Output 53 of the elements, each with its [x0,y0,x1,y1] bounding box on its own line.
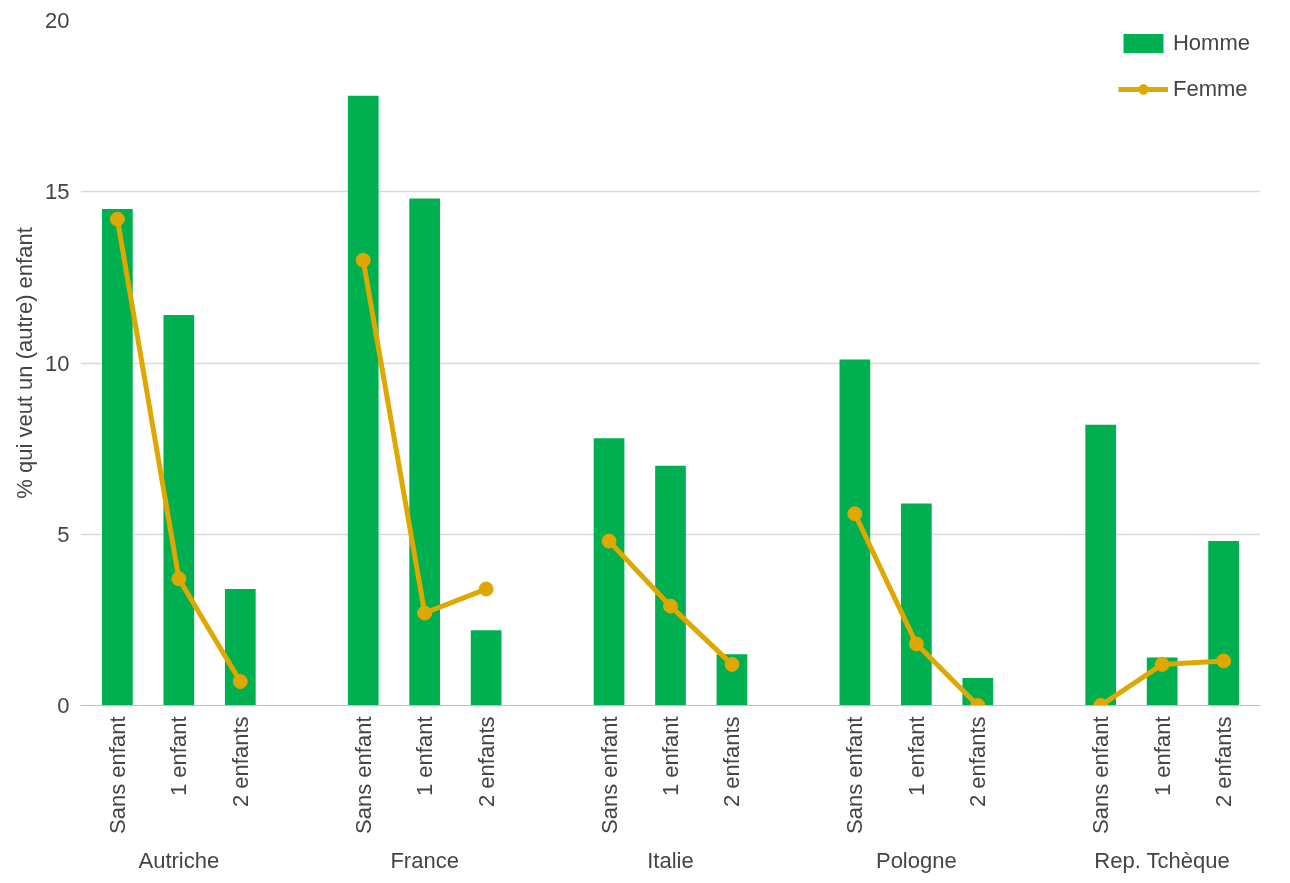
point [232,674,248,690]
y-tick-label: 5 [57,521,70,547]
legend-label: Homme [1172,30,1250,56]
point [355,252,371,268]
bar [470,630,502,706]
y-tick-label: 10 [45,350,70,376]
bar [900,503,932,706]
x-tick-label: 1 enfant [166,716,192,797]
bar [839,359,871,706]
legend-label: Femme [1172,76,1248,102]
point [1216,653,1232,669]
x-tick-label: 2 enfants [227,716,253,808]
bar [163,315,195,706]
x-tick-label: 1 enfant [658,716,683,797]
x-tick-label: 1 enfant [1149,716,1175,797]
text: Autriche [138,847,220,873]
x-tick-label: 2 enfants [965,716,991,808]
text: Italie [647,847,694,873]
x-tick-label: 2 enfants [1211,716,1237,808]
point [417,605,433,621]
bar [1208,541,1239,706]
point [171,571,187,587]
point [109,211,125,227]
x-tick-label: 2 enfants [719,716,745,808]
x-tick-label: Sans enfant [1088,716,1114,834]
text: Pologne [875,847,957,873]
y-axis-title: % qui veut un (autre) enfant [12,227,38,499]
x-tick-label: Sans enfant [596,716,622,834]
point [847,506,863,522]
x-tick-label: 1 enfant [412,716,438,797]
bar [347,95,379,706]
x-tick-label: 2 enfants [473,716,499,808]
y-tick-label: 0 [57,693,70,718]
point [724,656,740,672]
point [663,598,678,614]
x-tick-label: Sans enfant [842,716,868,834]
x-tick-label: Sans enfant [350,716,376,834]
x-tick-label: 1 enfant [903,716,929,797]
y-tick-label: 15 [45,179,70,205]
bar [593,438,625,706]
point [1154,656,1170,672]
point [601,533,617,549]
y-tick-label: 20 [45,8,70,33]
bar [224,589,256,706]
bar [409,198,441,706]
x-tick-label: Sans enfant [104,716,130,834]
text: France [390,847,459,873]
point [478,581,494,597]
bar [655,465,686,706]
bar [102,208,133,706]
point [908,636,924,652]
text: Rep. Tchèque [1094,847,1230,873]
bar [1085,424,1117,706]
